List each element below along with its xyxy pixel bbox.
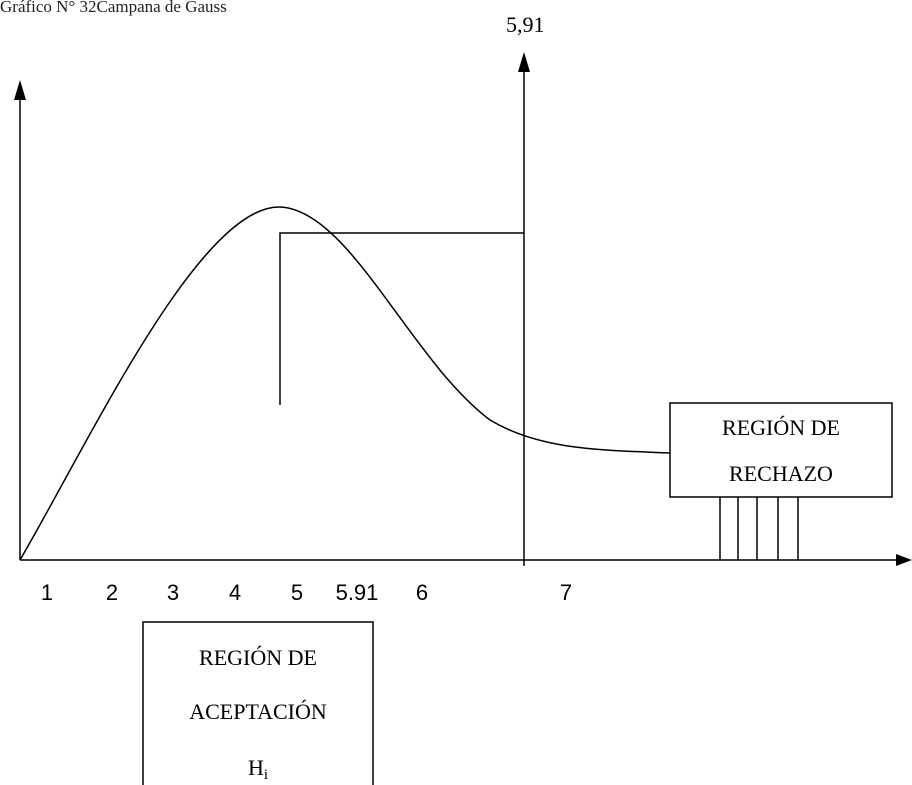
box-text: REGIÓN DE	[722, 415, 840, 440]
title: Gráfico N° 32Campana de Gauss	[0, 0, 227, 16]
rejection-box	[669, 402, 893, 498]
x-label: 4	[229, 580, 241, 605]
symbol: H	[248, 755, 264, 780]
x-label: 6	[416, 580, 428, 605]
subscript: i	[264, 767, 268, 783]
x-label: 1	[41, 580, 53, 605]
bracket	[279, 232, 524, 405]
gauss-curve	[19, 206, 671, 561]
box-text: RECHAZO	[729, 461, 833, 486]
x-label: 7	[560, 580, 572, 605]
arrow	[14, 80, 26, 100]
x-label: 3	[167, 580, 179, 605]
acceptance-box	[142, 621, 374, 785]
x-label: 2	[106, 580, 118, 605]
hypothesis: Hi	[248, 755, 268, 783]
box-text: ACEPTACIÓN	[189, 699, 327, 724]
x-labels: 1 2 3 4 5 5.91 6 7	[41, 580, 572, 605]
arrow	[896, 554, 912, 566]
arrow	[518, 52, 530, 72]
box-text: REGIÓN DE	[199, 645, 317, 670]
x-label: 5	[291, 580, 303, 605]
x-label: 5.91	[336, 580, 379, 605]
top-label: 5,91	[506, 12, 545, 37]
